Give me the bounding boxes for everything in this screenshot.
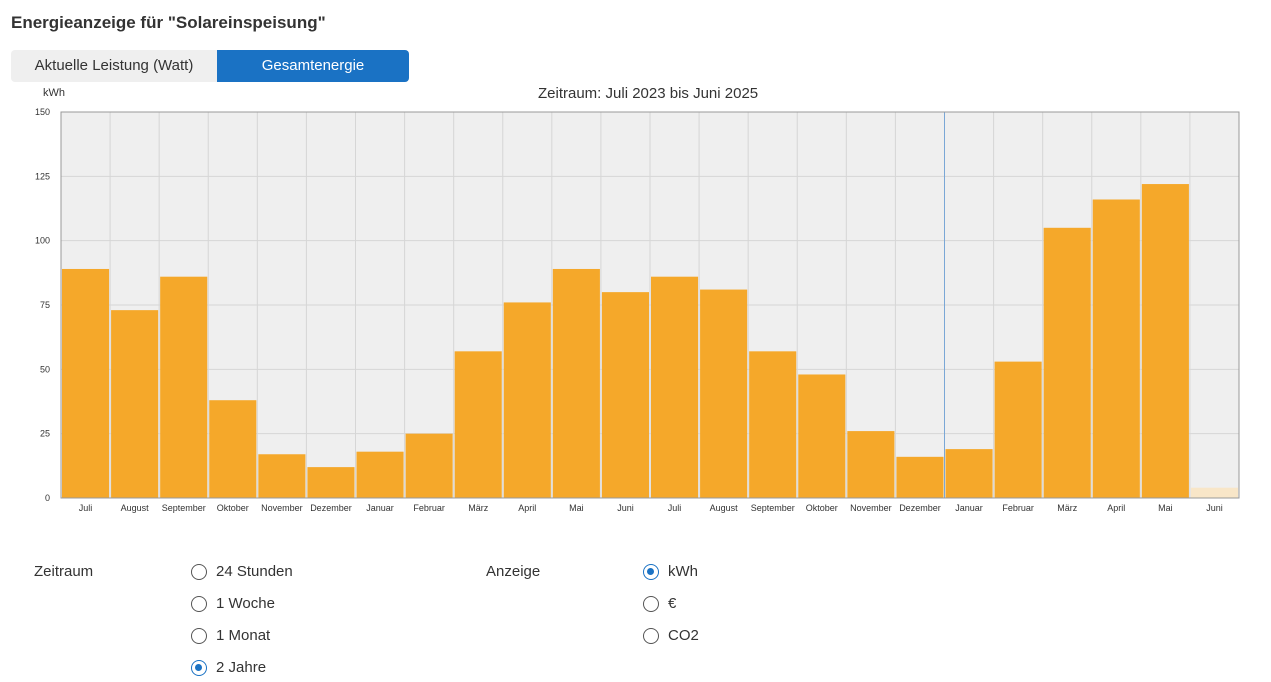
page-title: Energieanzeige für "Solareinspeisung" [11, 13, 326, 32]
radio-co2[interactable] [643, 627, 659, 644]
zeitraum-label: Zeitraum [34, 563, 94, 580]
anzeige-option-label: CO2 [668, 627, 699, 644]
bar [1092, 199, 1140, 498]
zeitraum-option-1-monat[interactable]: 1 Monat [191, 627, 270, 644]
x-tick-label: Juli [79, 503, 93, 513]
bar [896, 456, 944, 498]
bar [503, 302, 551, 498]
bar [651, 276, 699, 498]
bar [454, 351, 502, 498]
bar [945, 449, 993, 498]
radio-1-woche[interactable] [191, 595, 207, 612]
zeitraum-option-2-jahre[interactable]: 2 Jahre [191, 659, 266, 676]
x-tick-label: März [1057, 503, 1077, 513]
x-tick-label: April [518, 503, 536, 513]
bar [798, 374, 846, 498]
x-tick-label: August [710, 503, 739, 513]
radio-kwh[interactable] [643, 563, 659, 580]
zeitraum-option-label: 1 Monat [216, 627, 271, 644]
y-axis-unit: kWh [43, 87, 65, 99]
bar [1043, 227, 1091, 499]
bar [994, 361, 1042, 498]
anzeige-option-label: kWh [668, 563, 698, 580]
bar [749, 351, 797, 498]
plot-border [60, 111, 1240, 499]
anzeige-option-co2[interactable]: CO2 [643, 627, 699, 644]
anzeige-label: Anzeige [486, 563, 541, 580]
bar [700, 289, 748, 498]
bar [209, 400, 257, 498]
zeitraum-option-1-woche[interactable]: 1 Woche [191, 595, 275, 612]
bar-partial [1190, 487, 1238, 498]
radio-euro[interactable] [643, 595, 659, 612]
y-tick-label: 0 [45, 493, 50, 503]
bar [1141, 184, 1189, 498]
radio-1-monat[interactable] [191, 627, 207, 644]
x-tick-label: Februar [1002, 503, 1034, 513]
anzeige-option-euro[interactable]: € [643, 595, 676, 612]
x-tick-label: November [261, 503, 303, 513]
x-tick-label: Juli [668, 503, 682, 513]
x-tick-label: August [121, 503, 150, 513]
zeitraum-option-label: 1 Woche [216, 595, 275, 612]
y-tick-label: 100 [35, 236, 50, 246]
x-tick-label: Januar [366, 503, 394, 513]
x-tick-label: Januar [955, 503, 983, 513]
bar [111, 310, 159, 498]
x-tick-label: Dezember [310, 503, 352, 513]
radio-2-jahre[interactable] [191, 659, 207, 676]
x-tick-label: Oktober [217, 503, 249, 513]
energy-bar-chart: 0 25 50 75 100 125 150 Juli August September Oktob… [35, 107, 1240, 513]
x-tick-label: März [468, 503, 488, 513]
anzeige-option-label: € [668, 595, 677, 612]
x-tick-label: Dezember [899, 503, 941, 513]
bar [356, 451, 404, 498]
bar [847, 431, 895, 498]
bar [258, 454, 306, 498]
zeitraum-option-label: 24 Stunden [216, 563, 293, 580]
y-tick-label: 125 [35, 171, 50, 181]
x-tick-label: April [1107, 503, 1125, 513]
x-tick-label: Oktober [806, 503, 838, 513]
x-tick-label: Juni [1206, 503, 1223, 513]
x-tick-label: Mai [1158, 503, 1173, 513]
x-tick-label: September [751, 503, 795, 513]
bar [601, 292, 649, 498]
x-tick-label: November [850, 503, 892, 513]
zeitraum-option-label: 2 Jahre [216, 659, 267, 676]
bar [62, 268, 110, 498]
bar [160, 276, 208, 498]
y-tick-label: 150 [35, 107, 50, 117]
x-tick-label: Februar [413, 503, 445, 513]
bar [307, 467, 355, 498]
y-tick-label: 50 [40, 364, 50, 374]
chart-title: Zeitraum: Juli 2023 bis Juni 2025 [538, 85, 759, 102]
y-tick-label: 25 [40, 429, 50, 439]
radio-24h[interactable] [191, 563, 207, 580]
bar [552, 268, 600, 498]
tab-current-power[interactable]: Aktuelle Leistung (Watt) [11, 50, 217, 82]
x-tick-label: Juni [617, 503, 634, 513]
x-tick-label: Mai [569, 503, 584, 513]
y-tick-label: 75 [40, 300, 50, 310]
tab-total-energy[interactable]: Gesamtenergie (kWh) [217, 50, 409, 106]
bar [405, 433, 453, 498]
zeitraum-option-24h[interactable]: 24 Stunden [191, 563, 293, 580]
anzeige-option-kwh[interactable]: kWh [643, 563, 698, 580]
x-tick-label: September [162, 503, 206, 513]
view-tabs: Aktuelle Leistung (Watt) Gesamtenergie (… [11, 50, 409, 106]
